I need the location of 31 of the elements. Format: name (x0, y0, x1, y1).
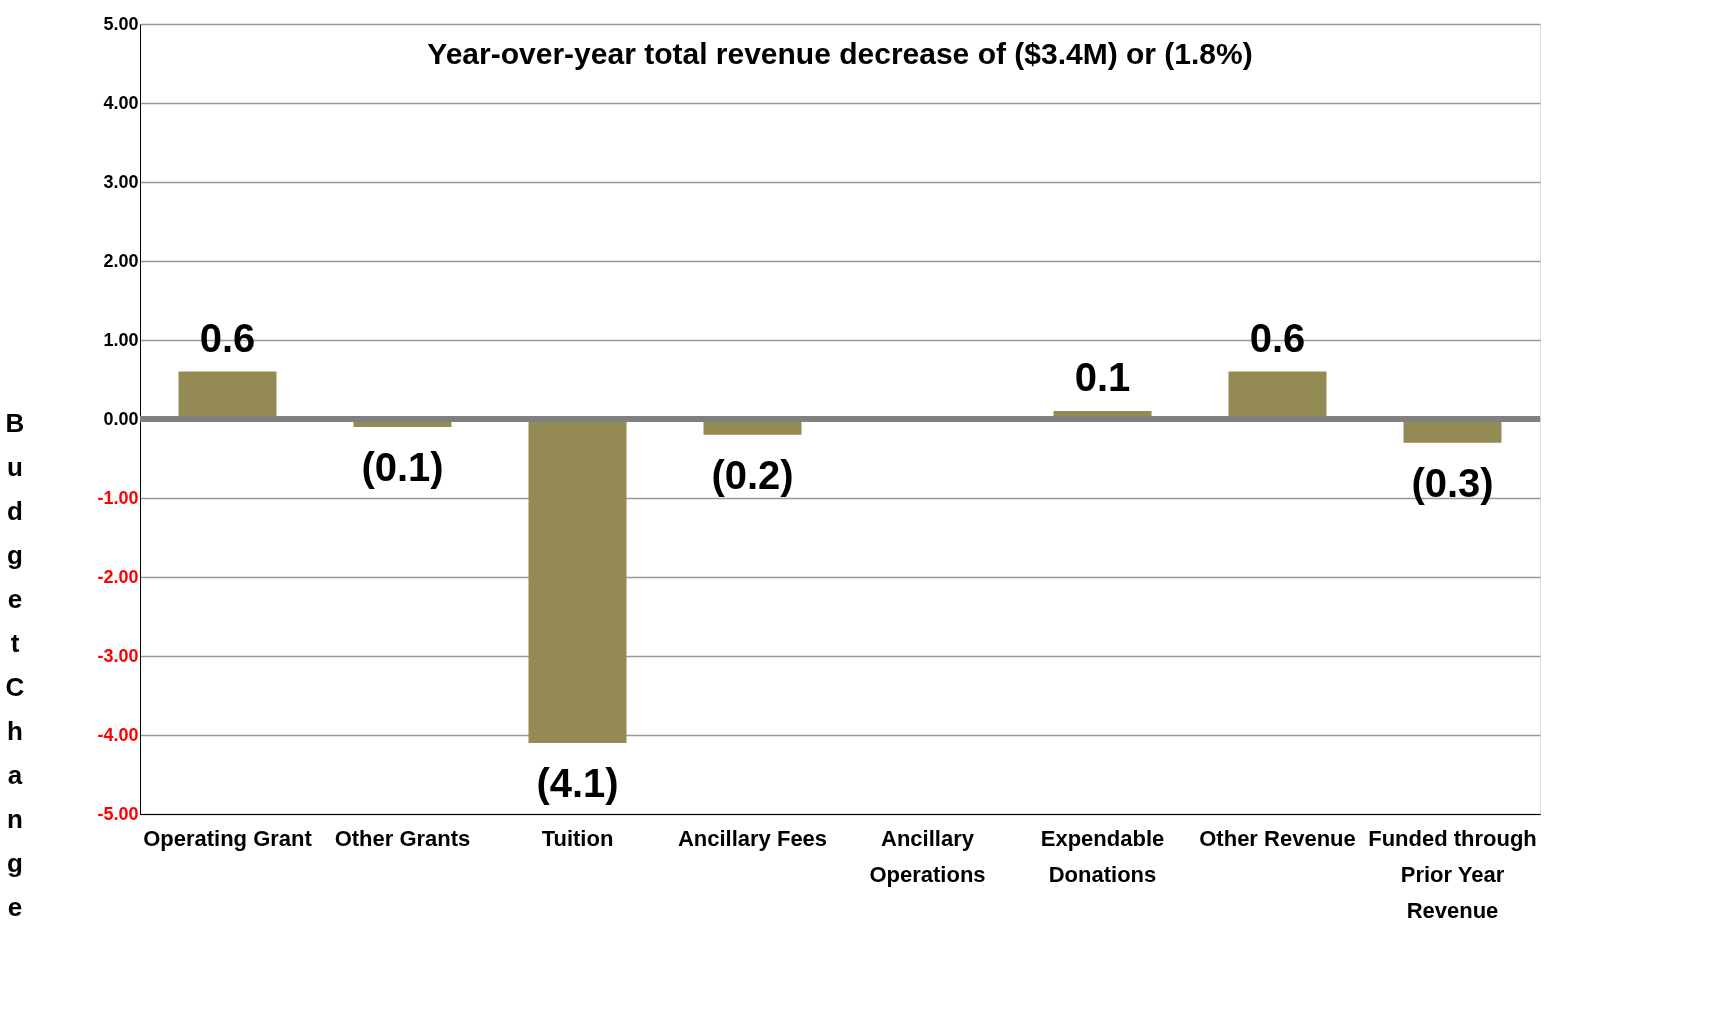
data-label: (0.2) (711, 452, 794, 497)
y-tick-label: 5.00 (103, 13, 139, 34)
x-tick-label: Other Grants (334, 825, 471, 851)
bar (528, 419, 627, 743)
chart-title: Year-over-year total revenue decrease of ($3.4M) or (1.8%) (427, 37, 1253, 70)
data-label: (0.1) (361, 444, 444, 489)
y-tick-label: -2.00 (97, 566, 139, 587)
x-tick-label: Ancillary Operations (869, 825, 986, 887)
data-label: (0.3) (1411, 460, 1494, 505)
x-tick-label: Tuition (541, 825, 614, 851)
y-tick-label: -3.00 (97, 645, 139, 666)
bar (178, 371, 277, 419)
x-tick-label: Operating Grant (143, 825, 313, 851)
data-label: (4.1) (536, 760, 619, 805)
data-label: 0.6 (1249, 315, 1306, 360)
y-tick-label: 1.00 (103, 329, 139, 350)
y-tick-label: -1.00 (97, 487, 139, 508)
y-tick-label: -5.00 (97, 803, 139, 824)
y-tick-label: 2.00 (103, 250, 139, 271)
x-tick-label: Ancillary Fees (677, 825, 828, 851)
y-tick-label: -4.00 (97, 724, 139, 745)
y-tick-label: 3.00 (103, 171, 139, 192)
text: Budget Change (5, 408, 25, 922)
bar (1228, 371, 1327, 419)
data-label: 0.6 (199, 315, 256, 360)
y-tick-label: 4.00 (103, 92, 139, 113)
data-label: 0.1 (1074, 355, 1131, 400)
y-tick-label: 0.00 (103, 408, 139, 429)
x-tick-label: Funded through Prior Year Revenue (1368, 825, 1537, 923)
x-tick-label: Other Revenue (1199, 825, 1356, 851)
x-tick-label: Expendable Donations (1040, 825, 1165, 887)
